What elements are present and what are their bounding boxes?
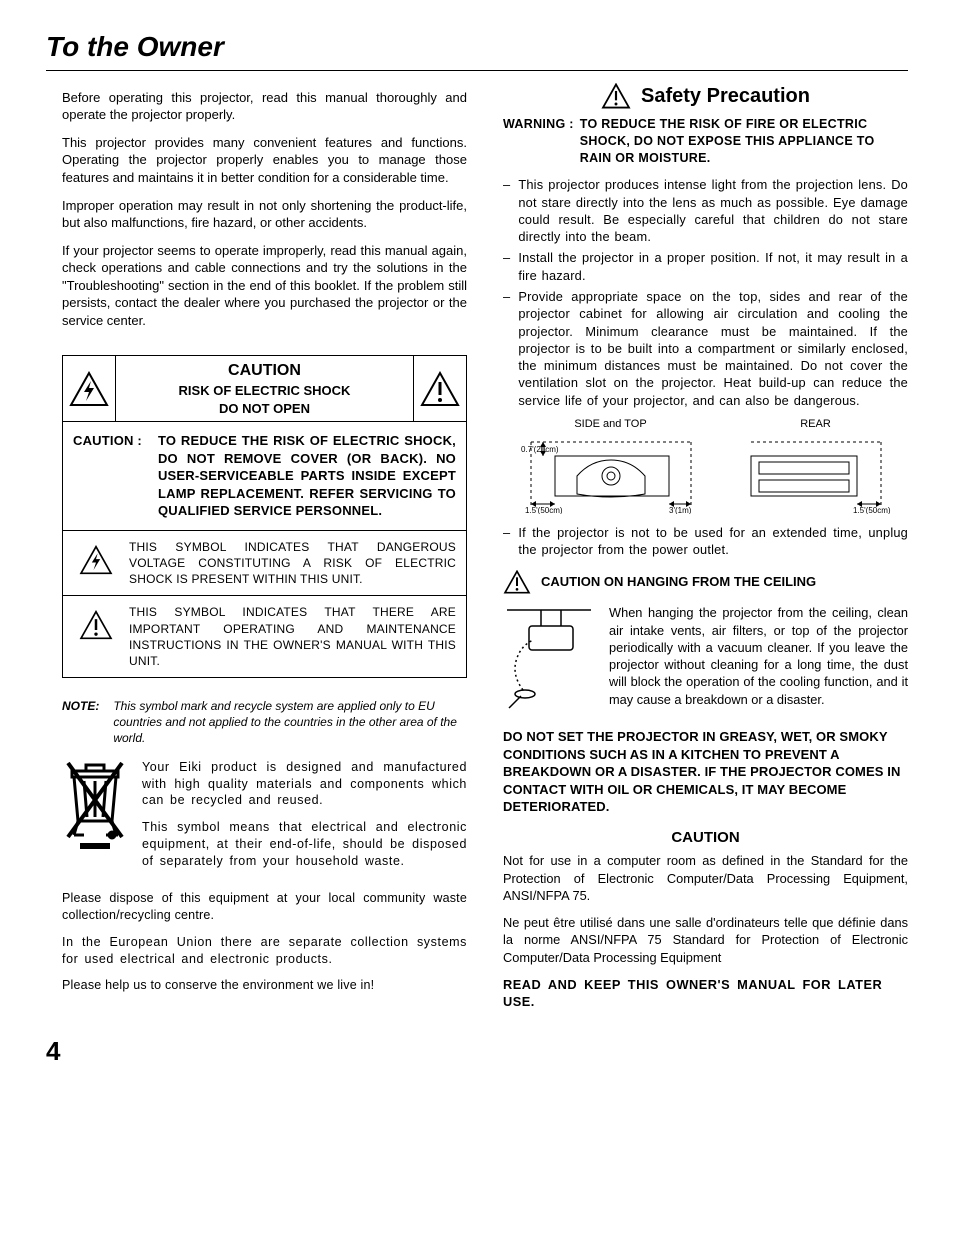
room-p2: Ne peut être utilisé dans une salle d'or… [503,914,908,966]
caution-body: CAUTION : TO REDUCE THE RISK OF ELECTRIC… [63,422,466,531]
ceiling-title: CAUTION ON HANGING FROM THE CEILING [541,573,816,591]
weee-block: Your Eiki product is designed and manufa… [62,759,467,880]
safety-title: Safety Precaution [641,83,810,110]
ceiling-vacuum-icon [503,604,595,714]
clearance-side: SIDE and TOP 0.7'(20cm) 1.5'(50cm) 3'(1m… [521,417,701,514]
caution-center: CAUTION [503,828,908,848]
intro-p1: Before operating this projector, read th… [62,89,467,124]
caution-box-header: CAUTION RISK OF ELECTRIC SHOCK DO NOT OP… [63,356,466,422]
symbol-rows: THIS SYMBOL INDICATES THAT DANGEROUS VOL… [63,531,466,677]
exclaim-triangle-icon [79,610,113,640]
weee-p1: Your Eiki product is designed and manufa… [142,759,467,810]
left-bottom: Please dispose of this equipment at your… [62,890,467,994]
left-dim: 1.5'(50cm) [525,506,563,514]
read-keep: READ AND KEEP THIS OWNER'S MANUAL FOR LA… [503,976,908,1011]
bullet-list: –This projector produces intense light f… [503,176,908,408]
bullet-1: –This projector produces intense light f… [503,176,908,245]
clearance-diagrams: SIDE and TOP 0.7'(20cm) 1.5'(50cm) 3'(1m… [503,417,908,514]
note-text: This symbol mark and recycle system are … [113,698,467,747]
greasy-block: DO NOT SET THE PROJECTOR IN GREASY, WET,… [503,728,908,816]
symbol-text-1: THIS SYMBOL INDICATES THAT DANGEROUS VOL… [129,539,456,588]
bullet-3-text: Provide appropriate space on the top, si… [518,288,908,409]
left-column: Before operating this projector, read th… [46,89,467,1011]
exclaim-triangle-icon [601,83,631,109]
weee-p2: This symbol means that electrical and el… [142,819,467,870]
caution-title: CAUTION [120,360,409,382]
top-dim: 0.7'(20cm) [521,445,559,454]
bullet-2-text: Install the projector in a proper positi… [518,249,908,284]
ceiling-body: When hanging the projector from the ceil… [503,604,908,714]
intro-p2: This projector provides many convenient … [62,134,467,187]
room-p1: Not for use in a computer room as define… [503,852,908,904]
side-top-label: SIDE and TOP [521,417,701,432]
clearance-rear: REAR 1.5'(50cm) [741,417,891,514]
lightning-triangle-icon [79,545,113,575]
exclaim-triangle-icon [420,371,460,407]
bullet-3: –Provide appropriate space on the top, s… [503,288,908,409]
intro-p3: Improper operation may result in not onl… [62,197,467,232]
lightning-triangle-icon [69,371,109,407]
two-columns: Before operating this projector, read th… [46,89,908,1011]
caution-sub1: RISK OF ELECTRIC SHOCK [120,382,409,400]
bullet-list-2: –If the projector is not to be used for … [503,524,908,559]
warning-text: TO REDUCE THE RISK OF FIRE OR ELECTRIC S… [580,116,908,167]
caution-heading: CAUTION RISK OF ELECTRIC SHOCK DO NOT OP… [115,356,414,421]
warning-row: WARNING : TO REDUCE THE RISK OF FIRE OR … [503,116,908,167]
ceiling-head: CAUTION ON HANGING FROM THE CEILING [503,570,908,594]
symbol-row-2: THIS SYMBOL INDICATES THAT THERE ARE IMP… [63,595,466,677]
bullet-1-text: This projector produces intense light fr… [518,176,908,245]
bullet-4: –If the projector is not to be used for … [503,524,908,559]
caution-body-label: CAUTION : [73,432,142,520]
lb-p1: Please dispose of this equipment at your… [62,890,467,924]
weee-text: Your Eiki product is designed and manufa… [142,759,467,880]
exclaim-triangle-icon [503,570,531,594]
page-number: 4 [46,1034,908,1069]
bullet-2: –Install the projector in a proper posit… [503,249,908,284]
caution-box: CAUTION RISK OF ELECTRIC SHOCK DO NOT OP… [62,355,467,678]
warning-label: WARNING : [503,116,574,167]
symbol-text-2: THIS SYMBOL INDICATES THAT THERE ARE IMP… [129,604,456,669]
rear-label: REAR [741,417,891,432]
note-label: NOTE: [62,698,99,747]
intro-p4: If your projector seems to operate impro… [62,242,467,330]
note-block: NOTE: This symbol mark and recycle syste… [62,698,467,747]
symbol-row-1: THIS SYMBOL INDICATES THAT DANGEROUS VOL… [63,531,466,596]
right-dim: 3'(1m) [669,506,692,514]
safety-head: Safety Precaution [503,83,908,110]
lb-p3: Please help us to conserve the environme… [62,977,467,994]
page-title: To the Owner [46,28,908,71]
lb-p2: In the European Union there are separate… [62,934,467,968]
weee-bin-icon [62,759,128,851]
rear-dim: 1.5'(50cm) [853,506,891,514]
caution-body-text: TO REDUCE THE RISK OF ELECTRIC SHOCK, DO… [158,432,456,520]
bullet-4-text: If the projector is not to be used for a… [518,524,908,559]
right-column: Safety Precaution WARNING : TO REDUCE TH… [503,89,908,1011]
caution-sub2: DO NOT OPEN [120,400,409,418]
ceiling-text: When hanging the projector from the ceil… [609,604,908,714]
